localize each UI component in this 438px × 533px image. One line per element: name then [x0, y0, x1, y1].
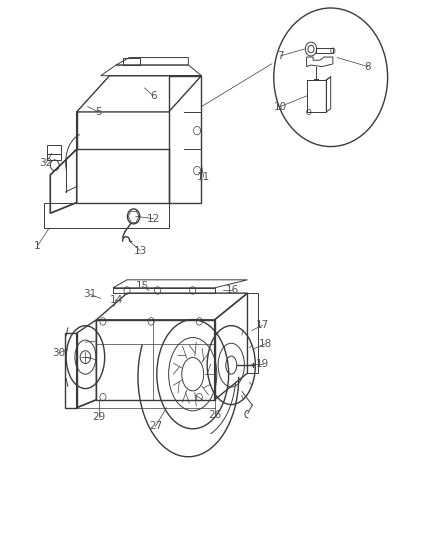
Text: 11: 11 — [197, 172, 210, 182]
Text: 1: 1 — [34, 241, 41, 251]
Text: 5: 5 — [95, 107, 102, 117]
Text: 15: 15 — [136, 281, 149, 291]
Text: 32: 32 — [39, 158, 53, 167]
Text: 8: 8 — [364, 62, 371, 71]
Text: 7: 7 — [277, 51, 284, 61]
Text: 13: 13 — [134, 246, 147, 255]
Text: 6: 6 — [150, 91, 157, 101]
Text: 18: 18 — [258, 339, 272, 349]
Text: 27: 27 — [149, 422, 162, 431]
Text: 17: 17 — [256, 320, 269, 330]
Text: 29: 29 — [92, 412, 105, 422]
Text: 12: 12 — [147, 214, 160, 223]
Text: 26: 26 — [208, 410, 221, 419]
Text: 31: 31 — [83, 289, 96, 299]
Text: 16: 16 — [226, 286, 239, 295]
Text: 14: 14 — [110, 295, 123, 304]
Text: 19: 19 — [256, 359, 269, 368]
Text: 30: 30 — [53, 348, 66, 358]
Text: 10: 10 — [274, 102, 287, 111]
